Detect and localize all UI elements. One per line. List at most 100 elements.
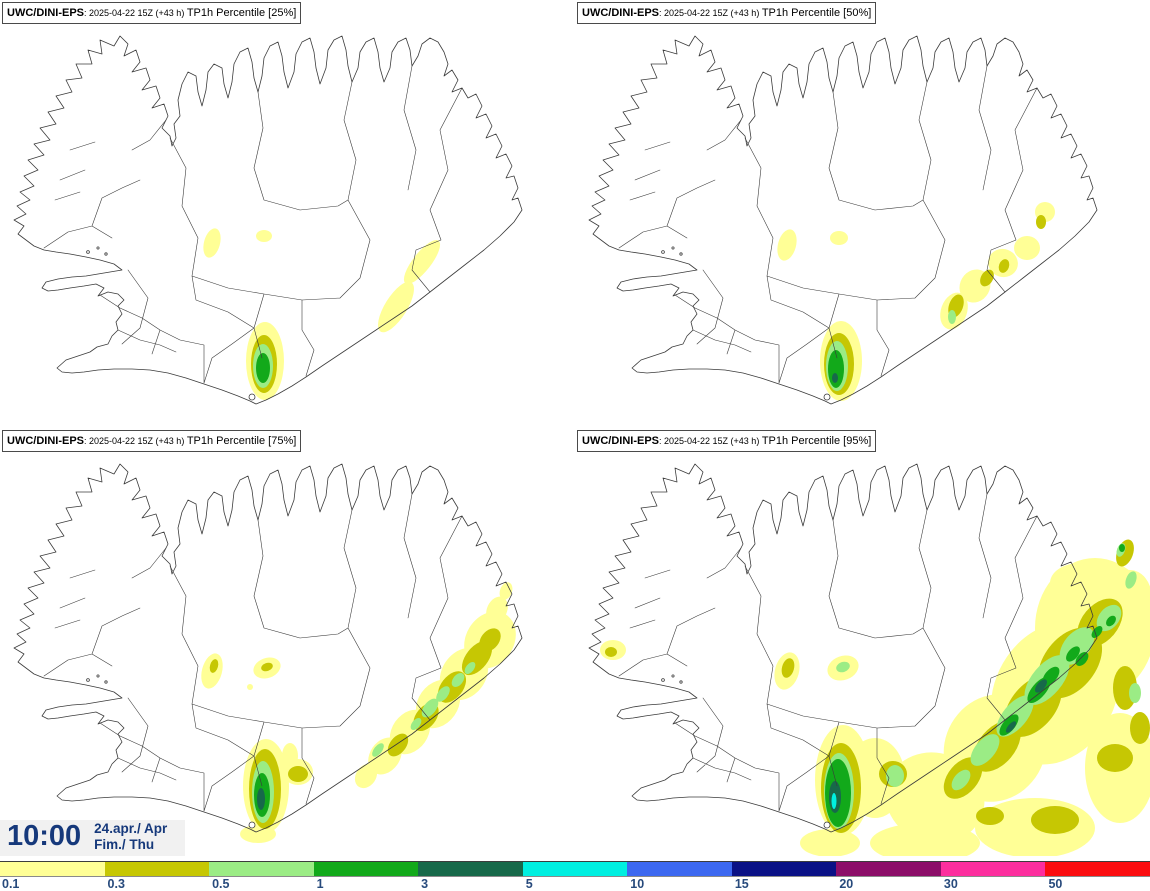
product-label: TP1h Percentile [50%] [761,7,872,19]
map-panel-75: UWC/DINI-EPS: 2025-04-22 15Z (+43 h) TP1… [0,428,575,856]
colorbar-segment [0,862,105,876]
colorbar-segment [313,862,419,876]
map-panel-95: UWC/DINI-EPS: 2025-04-22 15Z (+43 h) TP1… [575,428,1150,856]
precip-region [1014,236,1040,260]
precip-region [240,825,276,843]
valid-date-line2: Fim./ Thu [94,836,155,852]
precip-region [976,807,1004,825]
product-label: TP1h Percentile [25%] [186,7,297,19]
colorbar-strip: 0.1 0.3 0.5 1 3 5 10 15 20 30 50 [0,856,1150,891]
product-label: TP1h Percentile [95%] [761,435,872,447]
precip-region [247,684,253,690]
precip-region [499,582,513,600]
colorbar [0,861,1150,877]
precip-region [1097,744,1133,772]
colorbar-segment [522,862,628,876]
precip-region [387,733,409,757]
precip-layer [201,582,516,843]
precip-region [464,661,476,675]
model-label: UWC/DINI-EPS [7,7,84,19]
colorbar-label: 0.1 [2,877,20,891]
precip-region [410,717,422,731]
precip-region [831,793,837,809]
precip-region [1066,646,1080,662]
map-canvas-95 [588,463,1150,856]
precip-layer [203,228,441,400]
colorbar-segment [836,862,941,876]
colorbar-segment [104,862,210,876]
precip-region [830,231,848,245]
colorbar-label: 10 [630,877,645,891]
colorbar-segment [209,862,314,876]
precip-region [605,647,617,657]
colorbar-label: 20 [839,877,854,891]
precip-region [1005,721,1017,733]
precip-region [257,788,265,810]
precip-region [282,743,298,769]
map-canvas-50 [588,35,1098,405]
colorbar-labels: 0.1 0.3 0.5 1 3 5 10 15 20 30 50 [0,877,1150,891]
colorbar-segment [731,862,837,876]
precip-region [998,259,1010,273]
colorbar-segment [627,862,732,876]
colorbar-segment [1045,862,1150,876]
map-panel-50: UWC/DINI-EPS: 2025-04-22 15Z (+43 h) TP1… [575,0,1150,428]
precip-layer [600,539,1150,856]
precip-region [777,229,797,261]
valid-time: 10:00 [7,820,82,853]
colorbar-label: 30 [943,877,958,891]
run-label: : 2025-04-22 15Z (+43 h) [84,436,187,446]
run-label: : 2025-04-22 15Z (+43 h) [659,8,762,18]
precip-region [886,765,904,787]
map-canvas-75 [13,463,523,843]
panel-grid: UWC/DINI-EPS: 2025-04-22 15Z (+43 h) TP1… [0,0,1150,856]
colorbar-label: 1 [316,877,324,891]
precip-region [951,769,971,791]
precip-region [948,310,956,324]
model-label: UWC/DINI-EPS [582,7,659,19]
precip-region [1119,544,1125,552]
precip-region [828,350,844,388]
precip-region [1129,683,1141,703]
colorbar-label: 0.5 [212,877,230,891]
precip-region [1035,679,1047,693]
precip-region [870,823,980,856]
model-label: UWC/DINI-EPS [582,435,659,447]
precip-region [1075,652,1089,666]
run-label: : 2025-04-22 15Z (+43 h) [84,8,187,18]
precip-region [403,240,441,284]
colorbar-label: 50 [1048,877,1063,891]
colorbar-label: 15 [734,877,749,891]
valid-date-line1: 24.apr./ Apr [94,820,168,836]
valid-date: 24.apr./ Apr Fim./ Thu [94,821,167,853]
precip-region [436,686,450,702]
precip-region [1106,615,1116,627]
model-label: UWC/DINI-EPS [7,435,84,447]
precip-layer [777,202,1055,401]
precip-region [261,662,273,672]
panel-title-95: UWC/DINI-EPS: 2025-04-22 15Z (+43 h) TP1… [577,430,877,452]
precip-region [288,766,308,782]
precip-region [832,373,838,383]
colorbar-label: 3 [421,877,429,891]
map-panel-25: UWC/DINI-EPS: 2025-04-22 15Z (+43 h) TP1… [0,0,575,428]
precip-region [421,698,439,718]
precip-region [209,659,219,673]
run-label: : 2025-04-22 15Z (+43 h) [659,436,762,446]
precip-region [970,734,1000,766]
precip-region [800,829,860,856]
precip-region [1031,806,1079,834]
precip-region [256,230,272,242]
precip-region [836,661,850,673]
precip-region [1130,712,1150,744]
panel-title-50: UWC/DINI-EPS: 2025-04-22 15Z (+43 h) TP1… [577,2,877,24]
panel-title-75: UWC/DINI-EPS: 2025-04-22 15Z (+43 h) TP1… [2,430,302,452]
precip-region [354,763,378,789]
map-canvas-25 [13,35,523,405]
precip-region [451,672,465,688]
precip-region [203,228,221,258]
colorbar-label: 0.3 [107,877,125,891]
product-label: TP1h Percentile [75%] [186,435,297,447]
precip-region [256,353,270,383]
precip-region [372,743,384,757]
